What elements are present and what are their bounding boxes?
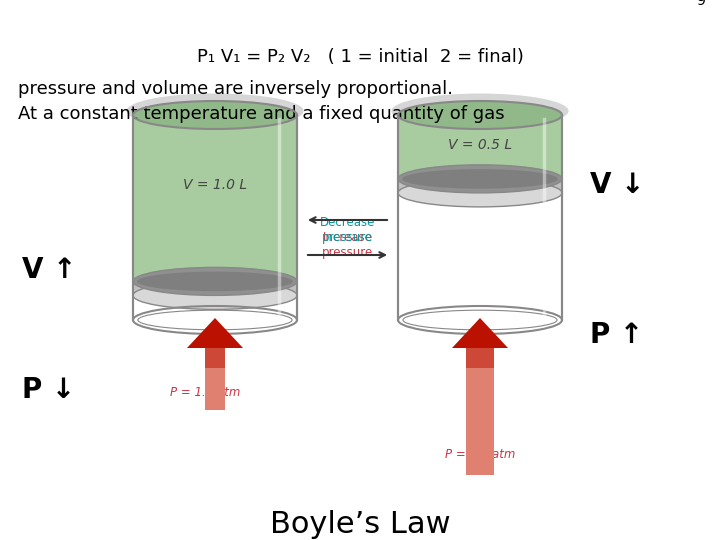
Polygon shape bbox=[205, 348, 225, 368]
Text: P₁ V₁ = P₂ V₂   ( 1 = initial  2 = final): P₁ V₁ = P₂ V₂ ( 1 = initial 2 = final) bbox=[197, 48, 523, 66]
Ellipse shape bbox=[398, 179, 562, 207]
Ellipse shape bbox=[133, 267, 297, 295]
Text: Boyle’s Law: Boyle’s Law bbox=[270, 510, 450, 539]
Text: P = 1.0 atm: P = 1.0 atm bbox=[170, 386, 240, 399]
Polygon shape bbox=[466, 348, 494, 475]
Polygon shape bbox=[133, 115, 297, 281]
Text: 9: 9 bbox=[696, 0, 705, 8]
Text: V ↓: V ↓ bbox=[590, 171, 644, 199]
Text: V = 0.5 L: V = 0.5 L bbox=[448, 138, 512, 152]
Text: Decrease
pressure: Decrease pressure bbox=[320, 216, 375, 244]
Ellipse shape bbox=[133, 101, 297, 129]
Polygon shape bbox=[187, 318, 243, 348]
Text: P ↑: P ↑ bbox=[590, 321, 643, 349]
Polygon shape bbox=[398, 179, 562, 193]
Ellipse shape bbox=[137, 272, 293, 291]
Ellipse shape bbox=[398, 165, 562, 193]
Polygon shape bbox=[133, 281, 297, 295]
Polygon shape bbox=[398, 115, 562, 179]
Text: P = 2.0 atm: P = 2.0 atm bbox=[445, 449, 516, 462]
Text: V = 1.0 L: V = 1.0 L bbox=[183, 178, 247, 192]
Text: Increase
pressure: Increase pressure bbox=[322, 231, 373, 259]
Text: P ↓: P ↓ bbox=[22, 376, 75, 404]
Ellipse shape bbox=[127, 93, 304, 129]
Polygon shape bbox=[452, 318, 508, 348]
Text: At a constant temperature and a fixed quantity of gas: At a constant temperature and a fixed qu… bbox=[18, 105, 505, 123]
Ellipse shape bbox=[133, 281, 297, 309]
Text: pressure and volume are inversely proportional.: pressure and volume are inversely propor… bbox=[18, 80, 453, 98]
Ellipse shape bbox=[402, 169, 558, 188]
Text: V ↑: V ↑ bbox=[22, 256, 76, 284]
Ellipse shape bbox=[133, 267, 297, 295]
Ellipse shape bbox=[398, 101, 562, 129]
Ellipse shape bbox=[398, 165, 562, 193]
Polygon shape bbox=[205, 348, 225, 410]
Polygon shape bbox=[466, 348, 494, 368]
Ellipse shape bbox=[392, 93, 569, 129]
